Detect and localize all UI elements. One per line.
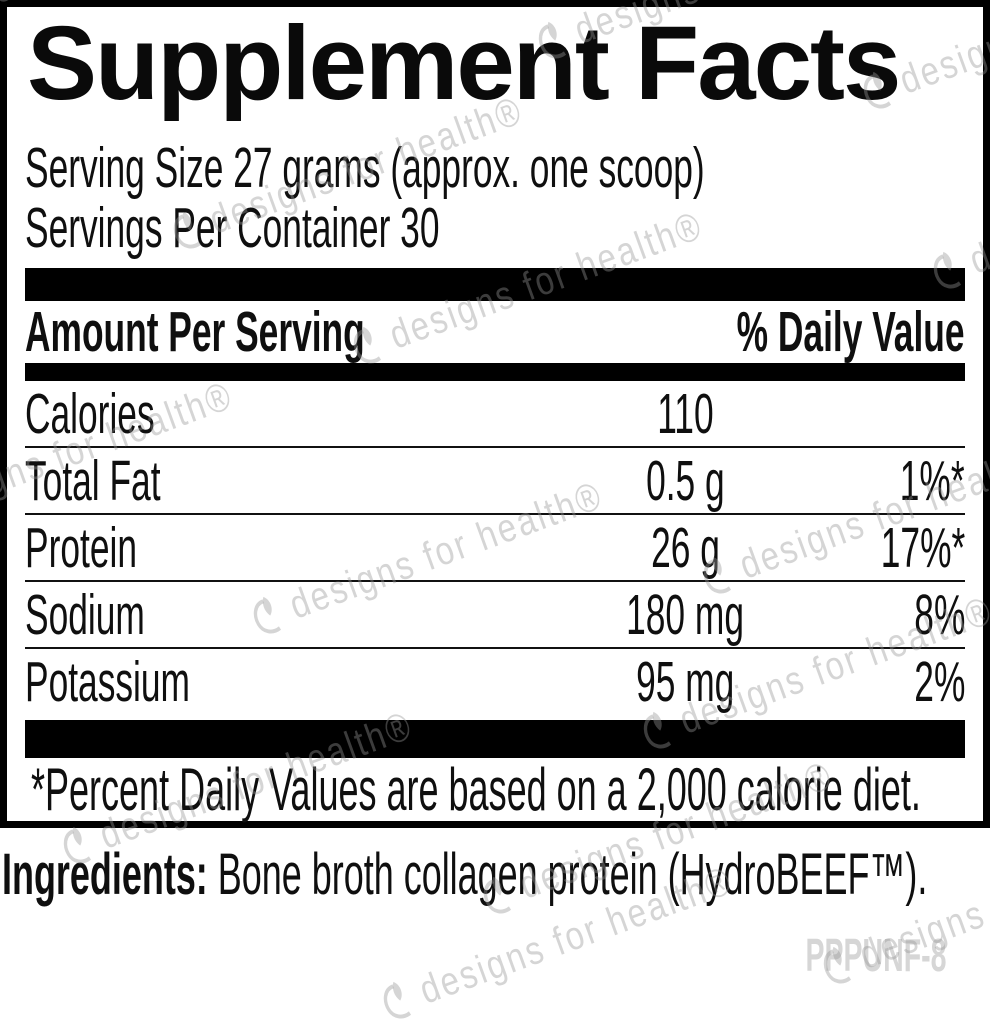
amount-per-serving-header: Amount Per Serving xyxy=(25,300,365,364)
nutrient-name: Potassium xyxy=(25,650,190,714)
nutrient-amount: 0.5 g xyxy=(645,449,725,513)
daily-value-header: % Daily Value xyxy=(737,300,965,364)
thin-divider xyxy=(25,363,965,381)
thick-divider-top xyxy=(25,268,965,301)
serving-size-line: Serving Size 27 grams (approx. one scoop… xyxy=(25,138,965,198)
supplement-facts-box: Supplement Facts Serving Size 27 grams (… xyxy=(0,0,990,828)
nutrient-amount: 26 g xyxy=(650,516,720,580)
nutrient-row-calories: Calories 110 xyxy=(25,381,965,448)
nutrient-row-sodium: Sodium 180 mg 8% xyxy=(25,582,965,649)
serving-size-text: Serving Size 27 grams (approx. one scoop… xyxy=(25,136,705,200)
facts-title: Supplement Facts xyxy=(27,5,901,122)
serving-block: Serving Size 27 grams (approx. one scoop… xyxy=(25,138,965,258)
nutrient-dv: 8% xyxy=(913,583,965,647)
nutrient-row-protein: Protein 26 g 17%* xyxy=(25,515,965,582)
nutrient-amount: 180 mg xyxy=(626,583,744,647)
servings-per-container-line: Servings Per Container 30 xyxy=(25,198,965,258)
nutrient-row-total-fat: Total Fat 0.5 g 1%* xyxy=(25,448,965,515)
servings-per-container-text: Servings Per Container 30 xyxy=(25,196,440,260)
ingredients-text: Bone broth collagen protein (HydroBEEF™)… xyxy=(207,842,928,907)
product-code-text: PPPUNF-8 xyxy=(804,929,946,981)
nutrient-name: Total Fat xyxy=(25,449,161,513)
nutrient-amount: 110 xyxy=(656,382,714,446)
footnote-text: *Percent Daily Values are based on a 2,0… xyxy=(31,755,921,823)
ingredients-label: Ingredients: xyxy=(2,842,208,907)
thick-divider-bottom xyxy=(25,720,965,758)
nutrient-dv: 17%* xyxy=(880,516,965,580)
nutrient-dv: 2% xyxy=(913,650,965,714)
nutrient-amount: 95 mg xyxy=(635,650,735,714)
nutrient-name: Calories xyxy=(25,382,155,446)
nutrient-dv: 1%* xyxy=(900,449,965,513)
product-code: PPPUNF-8 xyxy=(719,928,946,982)
nutrient-name: Protein xyxy=(25,516,137,580)
footnote: *Percent Daily Values are based on a 2,0… xyxy=(25,756,965,823)
column-header-row: Amount Per Serving % Daily Value xyxy=(25,300,965,364)
ingredients-line: Ingredients: Bone broth collagen protein… xyxy=(2,845,990,905)
dfh-logo-icon xyxy=(383,981,411,1019)
nutrient-row-potassium: Potassium 95 mg 2% xyxy=(25,649,965,714)
nutrient-name: Sodium xyxy=(25,583,145,647)
